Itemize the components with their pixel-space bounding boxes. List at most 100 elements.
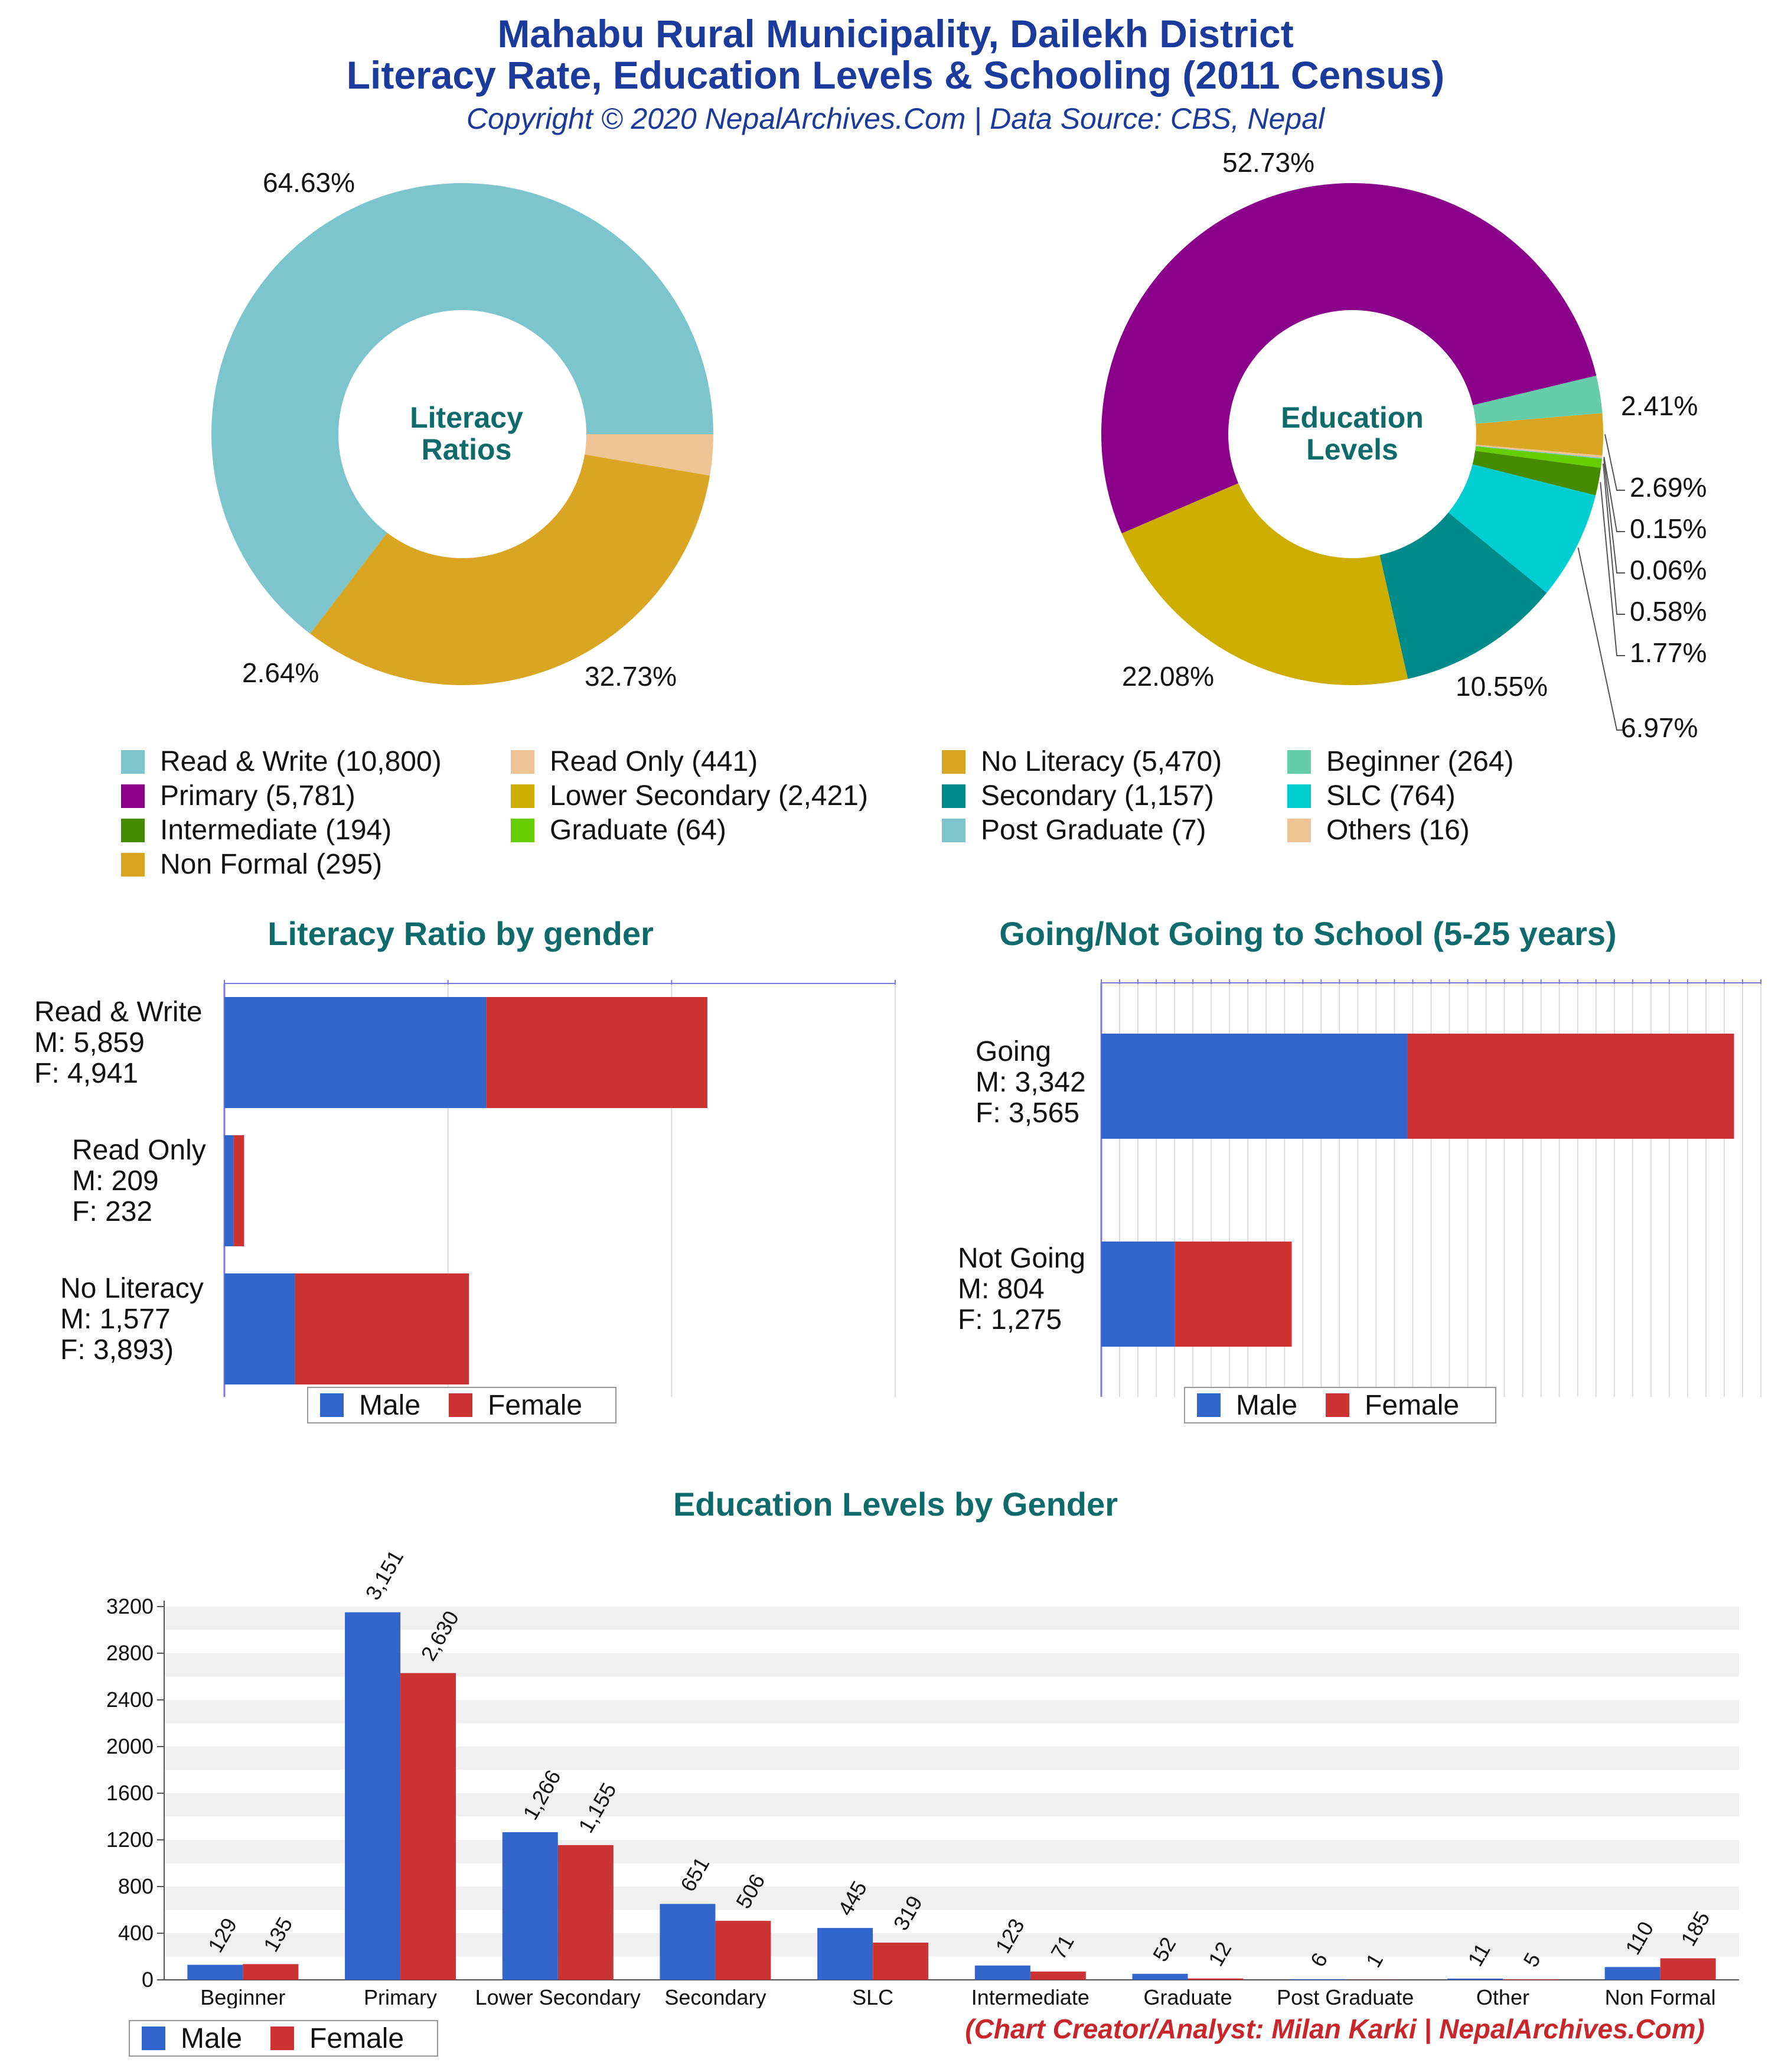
legend-item: Non Formal (295): [121, 848, 382, 881]
literacy-donut-center-label: Literacy Ratios: [366, 402, 567, 465]
legend-swatch: [121, 784, 145, 808]
leader-line: [1600, 482, 1625, 656]
legend-label: Primary (5,781): [160, 780, 355, 812]
legend-label: Intermediate (194): [160, 815, 392, 846]
category-label: Other: [1476, 1985, 1529, 2008]
bar-label-going: Going M: 3,342 F: 3,565: [976, 1037, 1086, 1129]
legend-swatch: [942, 818, 965, 842]
legend-swatch: [121, 818, 145, 842]
y-tick-label: 800: [118, 1874, 154, 1898]
pct-label-primary: 52.73%: [1222, 147, 1315, 178]
bar-segment-male: [224, 1135, 234, 1246]
category-label: Primary: [364, 1985, 437, 2008]
donut-slice: [1473, 376, 1603, 424]
donut-slice: [1448, 464, 1596, 593]
bar-segment-male: [1101, 1242, 1175, 1347]
center-label-line2: Ratios: [421, 433, 512, 466]
donut-slice: [1476, 444, 1603, 458]
bar-male: [187, 1965, 243, 1980]
pct-label-read-only: 2.64%: [242, 657, 319, 688]
bar-label-read-write: Read & Write M: 5,859 F: 4,941: [34, 997, 203, 1089]
legend-male-label: Male: [1236, 1389, 1298, 1421]
bar-label-line2: M: 1,577: [60, 1304, 171, 1335]
legend-label: No Literacy (5,470): [981, 746, 1222, 777]
bar-label-no-literacy: No Literacy M: 1,577 F: 3,893): [60, 1273, 204, 1366]
bar-label-line1: Going: [976, 1036, 1052, 1067]
bar-female: [715, 1921, 771, 1980]
legend-swatch: [942, 784, 965, 808]
y-tick-label: 1200: [106, 1827, 154, 1852]
legend-male-label: Male: [181, 2022, 243, 2054]
legend-male-label: Male: [359, 1389, 421, 1421]
pct-label-others: 0.58%: [1630, 596, 1707, 627]
legend-item: Read & Write (10,800): [121, 745, 442, 778]
female-swatch: [449, 1393, 473, 1417]
bar-segment-female: [233, 1135, 244, 1246]
male-swatch: [320, 1393, 344, 1417]
center-label-line2: Levels: [1306, 433, 1398, 466]
school-title: Going/Not Going to School (5-25 years): [999, 915, 1617, 952]
legend-female-label: Female: [309, 2022, 404, 2054]
grid-band: [164, 1607, 1739, 1630]
legend-item: Intermediate (194): [121, 814, 392, 846]
bar-female: [1030, 1971, 1086, 1980]
leader-line: [1577, 547, 1625, 731]
bar-female: [1502, 1979, 1558, 1980]
legend-swatch: [1287, 750, 1311, 774]
male-swatch: [1197, 1393, 1221, 1417]
female-swatch: [270, 2027, 295, 2050]
bar-label-line1: No Literacy: [60, 1273, 204, 1304]
legend-item: Beginner (264): [1287, 745, 1514, 778]
school-chart: [1100, 979, 1761, 1397]
category-label: Graduate: [1143, 1985, 1232, 2008]
legend-label: SLC (764): [1326, 780, 1456, 812]
pct-label-secondary: 10.55%: [1456, 671, 1548, 702]
y-tick-label: 400: [118, 1921, 154, 1945]
grid-band: [164, 1653, 1739, 1677]
bar-male: [1132, 1973, 1188, 1980]
title-line-2: Literacy Rate, Education Levels & School…: [346, 53, 1445, 97]
legend-female-label: Female: [488, 1389, 583, 1421]
bar-male: [974, 1965, 1030, 1980]
legend-item: Primary (5,781): [121, 780, 355, 812]
bar-female: [400, 1673, 456, 1980]
legend-item: Post Graduate (7): [942, 814, 1206, 846]
legend-label: Graduate (64): [550, 815, 726, 846]
pct-label-graduate: 0.15%: [1630, 513, 1707, 544]
bar-label-line2: M: 209: [72, 1165, 159, 1197]
donut-slice: [1121, 483, 1408, 685]
y-tick-label: 2000: [106, 1734, 154, 1758]
literacy-donut: [211, 183, 713, 685]
donut-slice: [1379, 512, 1547, 679]
legend-swatch: [511, 784, 534, 808]
legend-swatch: [511, 818, 534, 842]
bar-label-line2: M: 804: [958, 1273, 1045, 1305]
donut-slice: [1101, 183, 1597, 534]
literacy-gender-chart: [223, 980, 896, 1397]
legend-item: Others (16): [1287, 814, 1470, 846]
bar-segment-female: [1407, 1034, 1734, 1139]
legend-label: Beginner (264): [1326, 746, 1514, 777]
y-tick-label: 0: [142, 1967, 154, 1992]
legend-swatch: [942, 750, 965, 774]
bar-male: [1290, 1979, 1346, 1980]
education-donut-center-label: Education Levels: [1252, 402, 1453, 465]
bar-male: [345, 1612, 401, 1980]
pct-label-beginner: 2.41%: [1621, 390, 1698, 421]
bar-label-line3: F: 3,565: [976, 1097, 1080, 1129]
pct-label-lower-secondary: 22.08%: [1122, 661, 1215, 692]
legend-item: Secondary (1,157): [942, 780, 1214, 812]
donut-slice: [1475, 446, 1602, 468]
bar-label-line1: Not Going: [958, 1243, 1086, 1274]
legend-item: Read Only (441): [511, 745, 758, 778]
pct-label-read-write: 64.63%: [263, 167, 355, 198]
legend-swatch: [121, 852, 145, 877]
bar-female: [873, 1942, 929, 1980]
bar-female: [1188, 1978, 1244, 1980]
bar-label-line3: F: 232: [72, 1196, 153, 1227]
legend-label: Lower Secondary (2,421): [550, 780, 868, 812]
bar-label-not-going: Not Going M: 804 F: 1,275: [958, 1243, 1085, 1335]
donut-slice: [1475, 445, 1603, 459]
school-legend: Male Female: [1184, 1387, 1496, 1423]
education-donut: [1101, 183, 1603, 685]
